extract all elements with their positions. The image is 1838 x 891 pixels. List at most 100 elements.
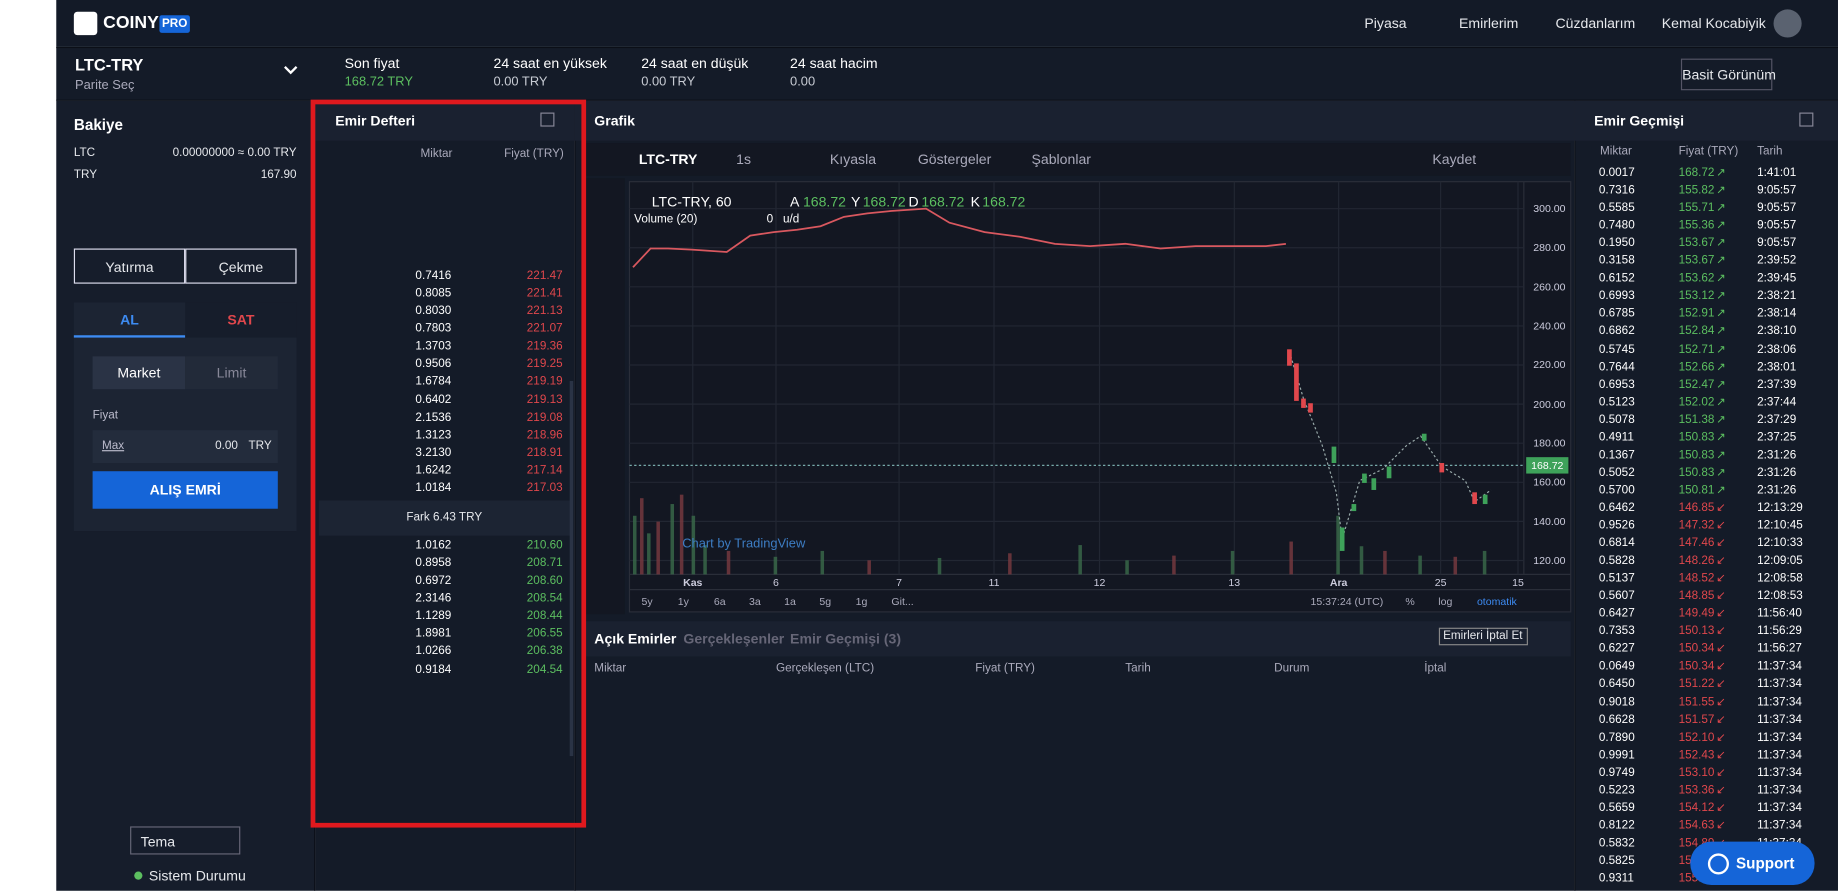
toolbar-item[interactable]: Kaydet bbox=[1432, 151, 1477, 168]
close-icon[interactable] bbox=[540, 112, 555, 127]
clock: 15:37:24 (UTC) bbox=[1310, 595, 1384, 608]
trade-time: 12:08:58 bbox=[1757, 572, 1803, 586]
orders-tab[interactable]: Açık Emirler bbox=[594, 630, 677, 648]
trade-arrow: ↗ bbox=[1716, 325, 1726, 339]
trade-amount: 0.5825 bbox=[1598, 854, 1635, 868]
range-button[interactable]: 5g bbox=[819, 595, 832, 608]
theme-select[interactable]: Tema bbox=[130, 826, 241, 855]
price-line bbox=[632, 207, 1286, 268]
nav-link[interactable]: Emirlerim bbox=[1458, 15, 1519, 32]
user-name[interactable]: Kemal Kocabiyik bbox=[1661, 15, 1766, 32]
scale-option[interactable]: otomatik bbox=[1476, 595, 1517, 608]
trade-time: 11:37:34 bbox=[1757, 713, 1802, 727]
toolbar-item[interactable]: LTC-TRY bbox=[638, 151, 698, 168]
market-button[interactable]: Market bbox=[92, 356, 186, 390]
legend-item: Y bbox=[851, 193, 861, 210]
toolbar-item[interactable]: Kıyasla bbox=[829, 151, 877, 168]
order-price: 204.54 bbox=[526, 662, 563, 676]
order-amount: 1.6242 bbox=[415, 464, 452, 477]
buy-button[interactable]: ALIŞ EMRİ bbox=[92, 471, 278, 509]
stat-value: 168.72 TRY bbox=[344, 75, 413, 90]
stat-label: 24 saat en düşük bbox=[641, 55, 749, 72]
x-tick-label: 15 bbox=[1512, 576, 1524, 589]
cancel-all-button[interactable]: Emirleri İptal Et bbox=[1443, 629, 1523, 643]
order-price: 208.44 bbox=[526, 609, 563, 623]
order-price: 218.91 bbox=[526, 446, 563, 460]
trade-arrow: ↙ bbox=[1716, 536, 1726, 550]
price-input[interactable] bbox=[92, 430, 278, 464]
pair-name[interactable]: LTC-TRY bbox=[75, 55, 144, 74]
open-orders-header bbox=[582, 621, 1571, 657]
order-book-panel bbox=[315, 100, 575, 891]
trade-arrow: ↗ bbox=[1716, 431, 1726, 444]
badge-bg bbox=[159, 15, 190, 33]
transfer-button[interactable]: Çekme bbox=[185, 248, 297, 284]
trade-time: 11:37:34 bbox=[1757, 836, 1802, 850]
range-button[interactable]: 3a bbox=[749, 595, 761, 608]
trade-amount: 0.0017 bbox=[1598, 166, 1635, 180]
trade-amount: 0.7480 bbox=[1598, 219, 1635, 233]
volume-bars bbox=[632, 494, 1487, 575]
scale-option[interactable]: % bbox=[1405, 595, 1415, 608]
y-tick-label: 260.00 bbox=[1533, 280, 1566, 293]
range-button[interactable]: Git... bbox=[891, 595, 914, 608]
legend-item: 168.72 bbox=[921, 193, 965, 210]
trade-amount: 0.7644 bbox=[1598, 360, 1635, 374]
nav-link[interactable]: Piyasa bbox=[1364, 15, 1407, 32]
sell-tab[interactable]: SAT bbox=[185, 302, 297, 338]
simple-view-button[interactable]: Basit Görünüm bbox=[1680, 58, 1776, 91]
order-price: 221.07 bbox=[526, 322, 563, 336]
order-amount: 1.8981 bbox=[415, 627, 452, 641]
range-button[interactable]: 5y bbox=[641, 595, 653, 608]
trade-amount: 0.8122 bbox=[1598, 819, 1635, 833]
trade-arrow: ↗ bbox=[1716, 448, 1726, 462]
trade-amount: 0.5078 bbox=[1598, 413, 1635, 427]
balance-amount: 0.00000000 ≈ 0.00 TRY bbox=[172, 146, 297, 160]
system-status[interactable]: Sistem Durumu bbox=[148, 867, 246, 884]
trade-price: 153.12 bbox=[1678, 289, 1715, 303]
trade-amount: 0.5659 bbox=[1598, 801, 1635, 815]
scale-option[interactable]: log bbox=[1438, 595, 1453, 608]
range-button[interactable]: 1g bbox=[855, 595, 868, 608]
range-button[interactable]: 1y bbox=[677, 595, 689, 608]
order-amount: 3.2130 bbox=[415, 446, 452, 460]
trade-arrow: ↙ bbox=[1716, 766, 1726, 780]
trade-arrow: ↗ bbox=[1716, 483, 1726, 497]
nav-link[interactable]: Cüzdanlarım bbox=[1555, 15, 1636, 32]
toolbar-item[interactable]: Şablonlar bbox=[1031, 151, 1091, 168]
limit-button[interactable]: Limit bbox=[185, 356, 278, 390]
range-button[interactable]: 6a bbox=[713, 595, 726, 608]
trade-arrow: ↙ bbox=[1716, 501, 1726, 515]
transfer-button[interactable]: Yatırma bbox=[73, 248, 186, 284]
trade-price: 152.66 bbox=[1678, 360, 1715, 374]
order-amount: 1.1289 bbox=[415, 609, 452, 623]
order-price: 219.25 bbox=[526, 357, 563, 371]
trade-price: 150.83 bbox=[1678, 431, 1715, 444]
range-button[interactable]: 1a bbox=[784, 595, 796, 608]
trade-price: 149.49 bbox=[1678, 607, 1715, 621]
support-button[interactable]: Support bbox=[1736, 854, 1795, 873]
close-icon[interactable] bbox=[1799, 112, 1814, 127]
max-link[interactable]: Max bbox=[101, 439, 125, 453]
trade-price: 146.85 bbox=[1678, 501, 1715, 515]
order-amount: 0.7803 bbox=[415, 322, 452, 336]
trade-arrow: ↙ bbox=[1716, 589, 1726, 603]
orders-tab[interactable]: Emir Geçmişi (3) bbox=[790, 630, 902, 648]
order-price: 219.13 bbox=[526, 393, 563, 407]
x-tick-label: 6 bbox=[773, 576, 779, 589]
trade-price: 150.34 bbox=[1678, 642, 1715, 656]
trade-amount: 0.6814 bbox=[1598, 536, 1635, 550]
trade-time: 11:56:27 bbox=[1757, 642, 1802, 656]
buy-tab[interactable]: AL bbox=[73, 302, 186, 338]
toolbar-item[interactable]: Göstergeler bbox=[917, 151, 992, 168]
orders-column: Fiyat (TRY) bbox=[975, 662, 1035, 676]
y-tick-label: 280.00 bbox=[1533, 241, 1566, 254]
y-tick-label: 200.00 bbox=[1533, 398, 1566, 410]
trade-time: 9:05:57 bbox=[1757, 201, 1797, 215]
order-amount: 0.8030 bbox=[415, 304, 452, 318]
chart-title: Grafik bbox=[594, 112, 635, 129]
orders-tab[interactable]: Gerçekleşenler bbox=[683, 630, 785, 648]
toolbar-item[interactable]: 1s bbox=[736, 151, 752, 168]
trade-price: 155.12 bbox=[1678, 872, 1715, 886]
trade-arrow: ↗ bbox=[1716, 254, 1726, 268]
